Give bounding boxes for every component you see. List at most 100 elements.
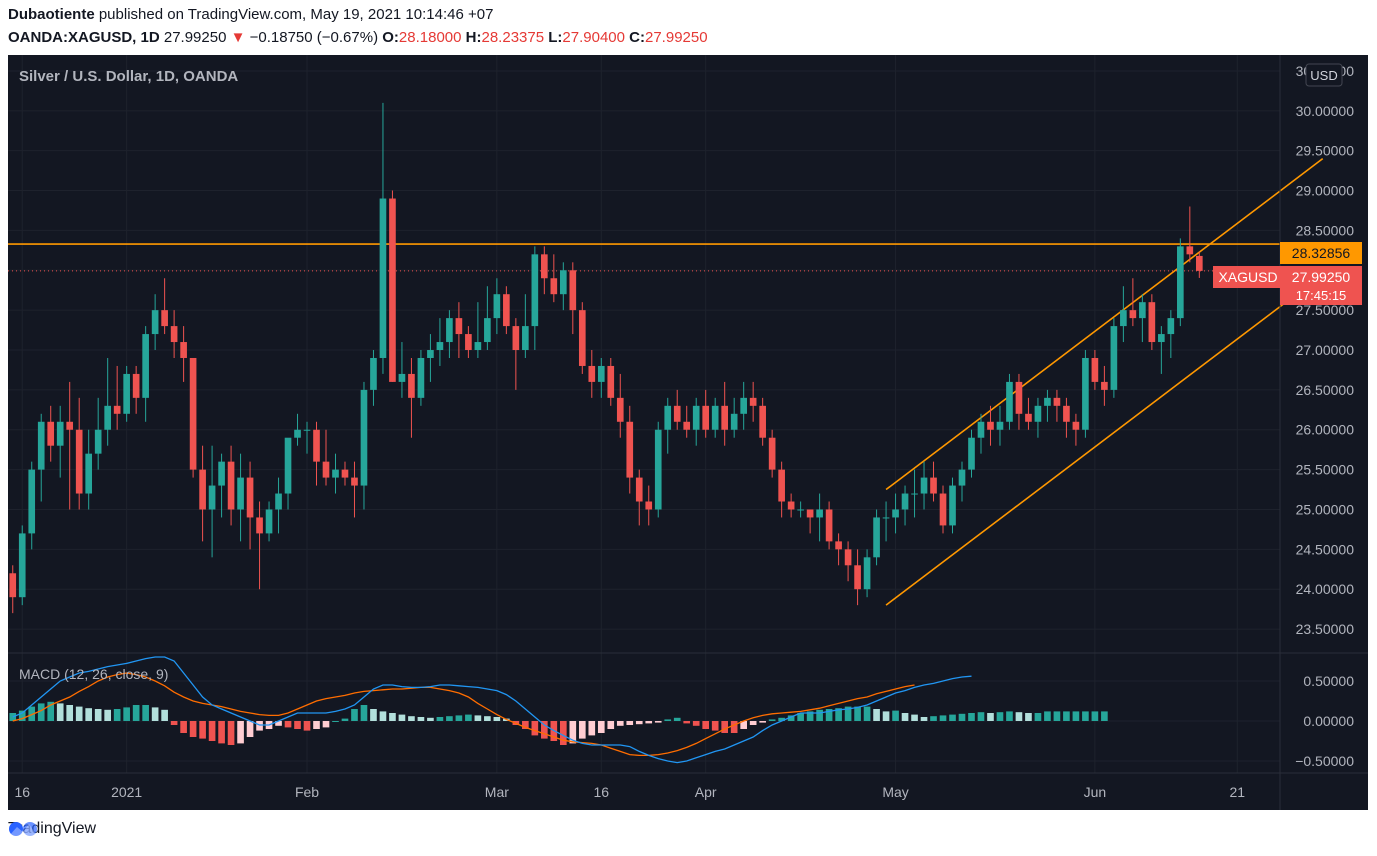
macd-histogram-bar xyxy=(474,715,482,721)
macd-histogram-bar xyxy=(968,713,975,721)
price-change: −0.18750 (−0.67%) xyxy=(249,29,379,46)
resistance-price-tag xyxy=(1280,242,1362,264)
candle-body xyxy=(408,373,415,398)
candle-body xyxy=(142,334,149,398)
macd-histogram-bar xyxy=(1091,711,1099,721)
macd-histogram-bar xyxy=(702,721,710,729)
candle-body xyxy=(512,326,520,351)
candle-body xyxy=(389,198,396,382)
candle-body xyxy=(379,198,387,358)
candle-body xyxy=(199,469,206,510)
macd-histogram-bar xyxy=(294,721,301,729)
candle-body xyxy=(1110,326,1118,390)
candle-body xyxy=(341,469,349,478)
macd-histogram-bar xyxy=(170,721,178,725)
macd-histogram-bar xyxy=(237,721,244,744)
candle-body xyxy=(911,493,918,495)
ohlc-line: OANDA:XAGUSD, 1D 27.99250 ▼ −0.18750 (−0… xyxy=(8,29,708,46)
macd-histogram-bar xyxy=(85,708,93,721)
macd-histogram-bar xyxy=(161,709,168,721)
candle-body xyxy=(835,541,842,550)
macd-histogram-bar xyxy=(654,721,662,723)
macd-label: MACD (12, 26, close, 9) xyxy=(19,666,168,682)
candle-body xyxy=(740,397,747,414)
macd-histogram-bar xyxy=(199,721,206,739)
candle-body xyxy=(844,549,852,566)
open-label: O: xyxy=(382,29,399,46)
macd-histogram-bar xyxy=(208,721,216,741)
candle-body xyxy=(1034,405,1042,422)
candle-body xyxy=(123,373,130,414)
candle-body xyxy=(977,421,985,438)
candle-body xyxy=(1186,246,1194,255)
macd-histogram-bar xyxy=(882,711,890,721)
macd-histogram-bar xyxy=(455,715,463,721)
macd-histogram-bar xyxy=(911,714,918,721)
macd-histogram-bar xyxy=(18,710,26,721)
candle-body xyxy=(1053,397,1061,406)
macd-histogram-bar xyxy=(626,721,634,725)
macd-histogram-bar xyxy=(341,718,349,721)
tradingview-logo[interactable]: TradingView xyxy=(8,820,96,838)
candle-body xyxy=(427,350,434,358)
price-tick-label: 29.00000 xyxy=(1296,183,1355,199)
candle-body xyxy=(360,389,368,486)
candle-body xyxy=(1148,302,1156,343)
macd-histogram-bar xyxy=(493,717,501,721)
price-tick-label: 30.00000 xyxy=(1296,103,1355,119)
macd-histogram-bar xyxy=(1072,711,1080,721)
candle-body xyxy=(417,357,425,398)
candle-body xyxy=(1167,318,1175,335)
price-chart-svg[interactable]: 30.5000030.0000029.5000029.0000028.50000… xyxy=(8,55,1368,810)
price-tick-label: 25.50000 xyxy=(1296,462,1355,478)
time-tick-label: 16 xyxy=(14,784,30,800)
macd-histogram-bar xyxy=(569,721,577,744)
candle-body xyxy=(711,405,719,430)
macd-histogram-bar xyxy=(673,717,681,721)
candle-body xyxy=(446,318,453,343)
author-name[interactable]: Dubaotiente xyxy=(8,6,95,23)
candle-body xyxy=(208,485,216,510)
time-tick-label: 16 xyxy=(593,784,609,800)
candle-body xyxy=(484,318,491,343)
candle-body xyxy=(28,469,36,534)
macd-histogram-bar xyxy=(844,706,852,721)
signal-line xyxy=(12,672,915,757)
macd-histogram-bar xyxy=(1006,711,1013,721)
macd-histogram-bar xyxy=(683,721,691,724)
candle-body xyxy=(370,357,377,390)
macd-histogram-bar xyxy=(56,703,64,721)
high-value: 28.23375 xyxy=(481,29,545,46)
macd-histogram-bar xyxy=(484,716,491,721)
macd-histogram-bar xyxy=(607,721,615,729)
macd-histogram-bar xyxy=(427,717,434,721)
close-value: 27.99250 xyxy=(645,29,708,46)
price-tick-label: 27.00000 xyxy=(1296,342,1355,358)
candle-body xyxy=(882,517,890,519)
macd-histogram-bar xyxy=(1015,712,1023,721)
candle-body xyxy=(170,326,178,343)
currency-box[interactable] xyxy=(1305,63,1343,87)
candle-body xyxy=(522,326,529,351)
macd-histogram-bar xyxy=(151,707,159,721)
macd-histogram-bar xyxy=(303,721,311,731)
candle-body xyxy=(654,429,662,510)
macd-histogram-bar xyxy=(351,709,358,721)
macd-histogram-bar xyxy=(645,721,653,724)
macd-tick-label: 0.00000 xyxy=(1303,713,1354,729)
candle-body xyxy=(275,493,282,510)
macd-histogram-bar xyxy=(332,721,339,722)
candle-body xyxy=(465,334,472,351)
time-tick-label: 21 xyxy=(1229,784,1245,800)
macd-histogram-bar xyxy=(189,721,197,737)
macd-histogram-bar xyxy=(218,721,225,744)
candle-body xyxy=(702,405,710,430)
candle-body xyxy=(322,461,330,478)
macd-histogram-bar xyxy=(930,716,937,721)
candle-body xyxy=(503,294,510,327)
chart-area[interactable]: 30.5000030.0000029.5000029.0000028.50000… xyxy=(8,55,1368,810)
macd-histogram-bar xyxy=(142,705,149,721)
candle-body xyxy=(863,557,871,590)
macd-histogram-bar xyxy=(920,717,928,721)
time-tick-label: Feb xyxy=(295,784,319,800)
